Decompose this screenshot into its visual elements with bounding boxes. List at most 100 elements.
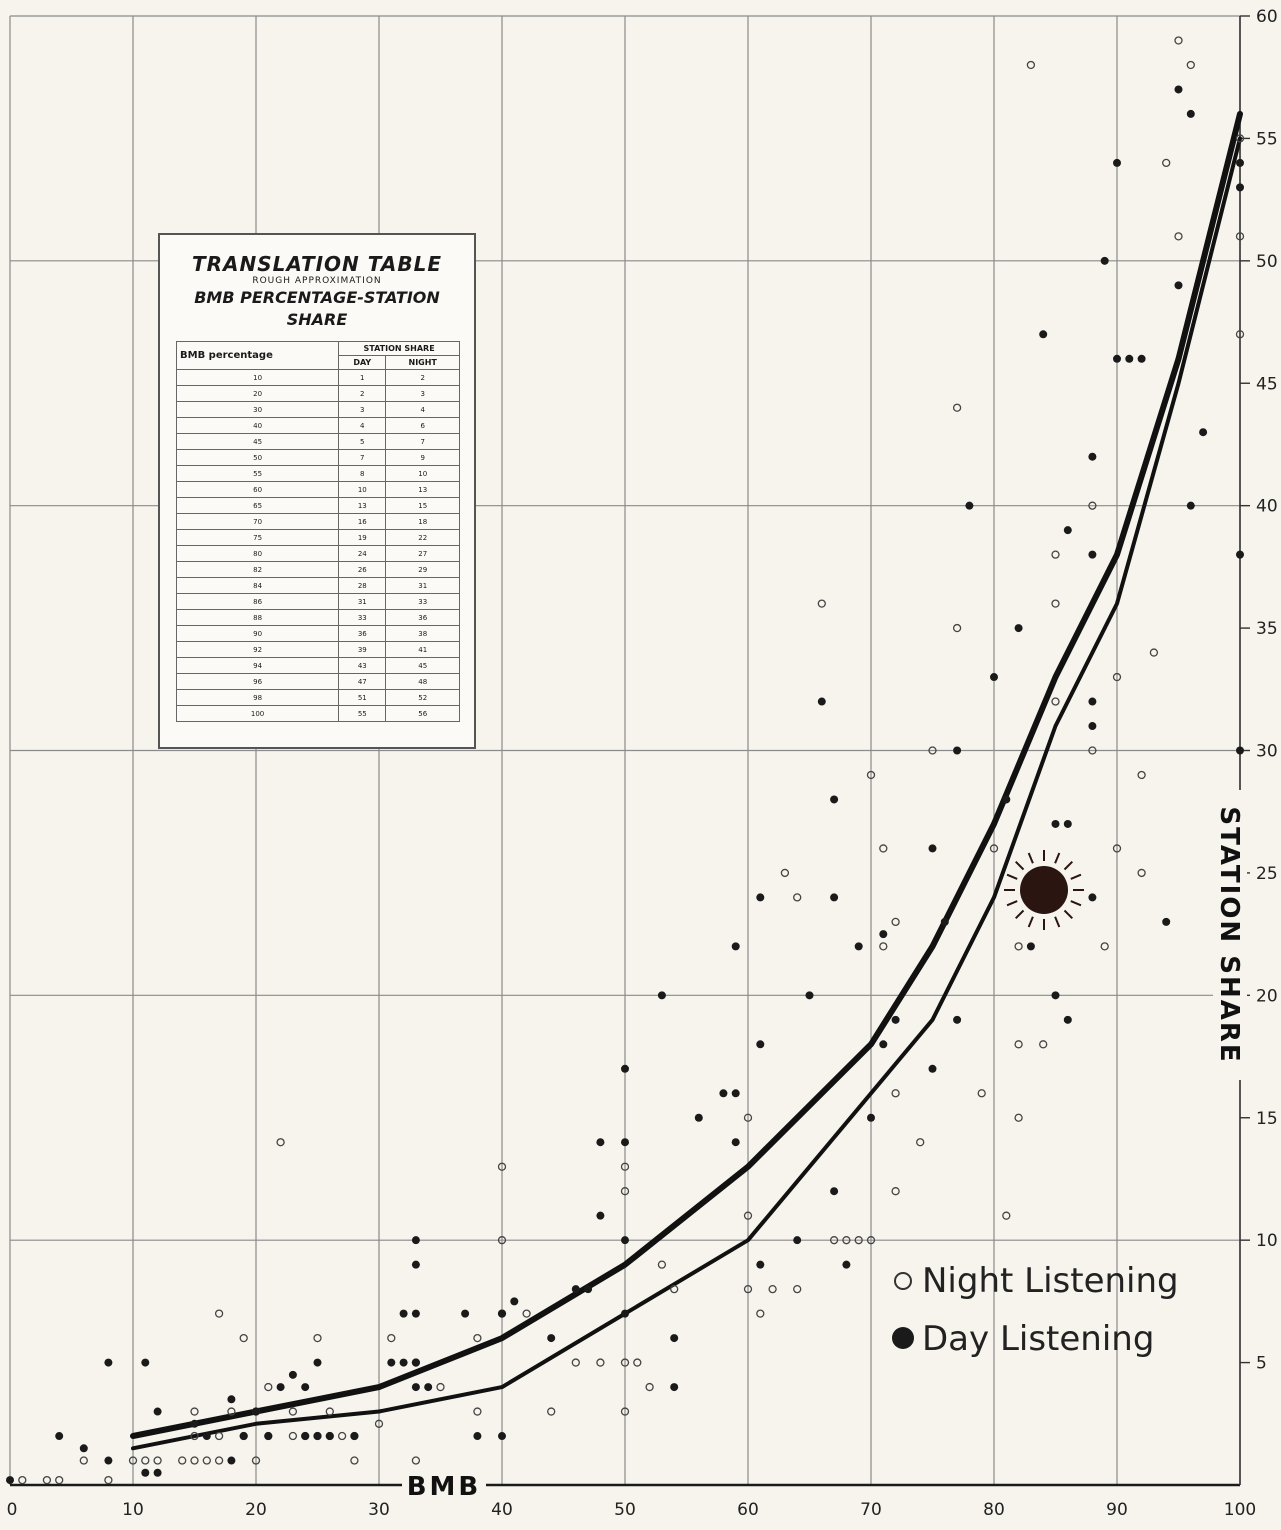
- day-cell: 13: [338, 497, 387, 514]
- day-point: [1236, 746, 1244, 755]
- day-point: [1063, 1015, 1072, 1024]
- night-point: [1174, 232, 1183, 241]
- night-point: [793, 893, 802, 902]
- night-point: [141, 1456, 150, 1465]
- day-point: [719, 1089, 728, 1098]
- night-point: [1235, 330, 1245, 339]
- y-tick-label: 10: [1256, 1231, 1278, 1251]
- day-point: [411, 1309, 420, 1318]
- day-point: [1236, 183, 1244, 192]
- night-point: [1235, 232, 1245, 241]
- day-point: [411, 1236, 420, 1245]
- day-cell: 5: [338, 433, 387, 450]
- night-point: [928, 746, 937, 755]
- night-cell: 27: [385, 545, 460, 562]
- day-point: [325, 1432, 334, 1441]
- day-point: [424, 1383, 433, 1392]
- bmb-cell: 55: [175, 465, 340, 482]
- night-point: [547, 1407, 556, 1416]
- y-tick-label: 40: [1256, 497, 1278, 517]
- night-point: [79, 1456, 88, 1465]
- day-point: [867, 1113, 875, 1122]
- day-point: [141, 1358, 150, 1367]
- day-cell: 31: [338, 593, 387, 610]
- night-point: [1039, 1040, 1048, 1049]
- day-cell: 28: [338, 577, 387, 594]
- day-point: [190, 1419, 199, 1428]
- day-point: [1113, 158, 1121, 167]
- night-point: [374, 1419, 384, 1428]
- y-tick-label: 60: [1256, 7, 1278, 27]
- day-point: [399, 1358, 408, 1367]
- moon-icon: [752, 1018, 808, 1081]
- day-cell: 36: [338, 625, 387, 642]
- table-row: 70 16 18: [175, 513, 460, 530]
- night-point: [1174, 36, 1183, 45]
- day-point: [657, 991, 666, 1000]
- y-tick-label: 20: [1256, 986, 1278, 1006]
- day-point: [411, 1383, 420, 1392]
- night-cell: 31: [385, 577, 460, 594]
- table-row: 30 3 4: [175, 401, 460, 418]
- day-point: [55, 1432, 64, 1441]
- table-row: 96 47 48: [175, 673, 460, 690]
- data-points: [6, 36, 1245, 1485]
- night-point: [645, 1382, 654, 1392]
- table-row: 55 8 10: [175, 465, 460, 482]
- grid-lines: [9, 15, 1250, 1487]
- bmb-cell: 92: [175, 641, 340, 658]
- day-point: [498, 1309, 506, 1318]
- day-point: [793, 1236, 802, 1245]
- bmb-cell: 90: [175, 625, 340, 642]
- day-cell: 47: [338, 673, 387, 690]
- night-point: [780, 868, 790, 878]
- day-cell: 33: [338, 609, 387, 626]
- night-point: [1051, 599, 1060, 608]
- table-row: 75 19 22: [175, 529, 460, 546]
- legend-day-label: Day Listening: [922, 1319, 1154, 1359]
- night-point: [989, 844, 999, 853]
- day-cell: 43: [338, 657, 387, 674]
- day-point: [153, 1468, 162, 1477]
- night-point: [1100, 942, 1109, 951]
- night-point: [239, 1333, 248, 1343]
- y-axis-title-bg: [1213, 790, 1247, 1080]
- day-point: [879, 1040, 888, 1049]
- night-point: [952, 403, 962, 412]
- day-point: [731, 1138, 740, 1147]
- night-point: [829, 1236, 839, 1245]
- bmb-cell: 45: [175, 433, 340, 450]
- night-cell: 48: [385, 673, 460, 690]
- night-point: [768, 1284, 777, 1294]
- day-cell: 8: [338, 465, 387, 482]
- night-point: [1137, 868, 1146, 878]
- day-point: [805, 991, 814, 1000]
- day-point: [202, 1432, 211, 1441]
- x-tick-label: 70: [860, 1500, 882, 1520]
- translation-table-title: TRANSLATION TABLE: [192, 252, 442, 276]
- day-cell: 24: [338, 545, 387, 562]
- y-tick-label: 25: [1256, 864, 1278, 884]
- day-point: [990, 673, 998, 682]
- bmb-cell: 10: [175, 369, 340, 386]
- col-station-share-header: STATION SHARE: [338, 341, 460, 356]
- night-point: [288, 1407, 298, 1416]
- day-point: [621, 1309, 629, 1318]
- day-point: [842, 1260, 851, 1269]
- x-tick-label: 100: [1224, 1500, 1256, 1520]
- night-point: [916, 1138, 925, 1147]
- day-cell: 19: [338, 529, 387, 546]
- night-point: [854, 1236, 863, 1245]
- bmb-cell: 88: [175, 609, 340, 626]
- day-point: [830, 893, 839, 902]
- night-point: [1137, 770, 1146, 780]
- col-bmb-header: BMB percentage: [175, 341, 340, 370]
- night-point: [657, 1260, 667, 1269]
- y-tick-label: 55: [1256, 129, 1278, 149]
- day-point: [547, 1334, 556, 1343]
- day-point: [817, 697, 826, 706]
- day-point: [1174, 85, 1183, 94]
- night-point: [214, 1309, 224, 1318]
- day-point: [1088, 697, 1097, 706]
